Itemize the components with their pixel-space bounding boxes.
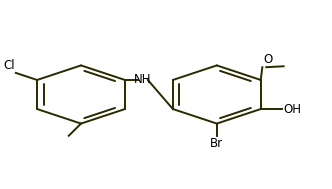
Text: OH: OH [283,103,301,115]
Text: Br: Br [210,137,223,150]
Text: O: O [263,53,272,66]
Text: Cl: Cl [3,59,15,72]
Text: NH: NH [134,74,152,86]
